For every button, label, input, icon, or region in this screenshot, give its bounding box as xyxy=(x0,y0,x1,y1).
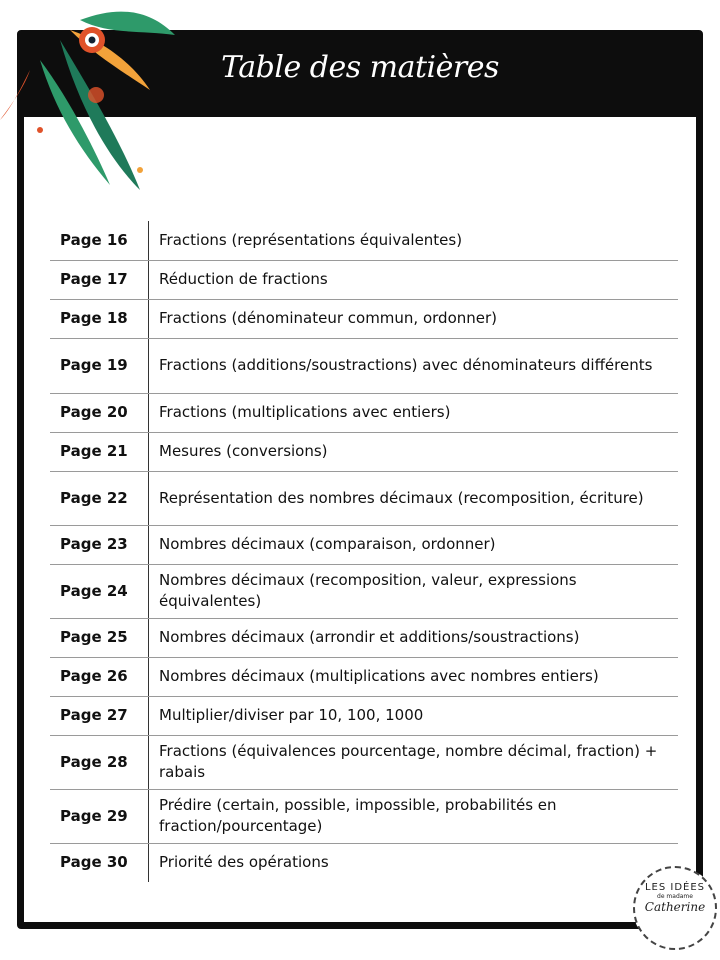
page-number: Page 27 xyxy=(50,696,149,736)
logo-line3: Catherine xyxy=(644,900,706,914)
page-number: Page 29 xyxy=(50,789,149,844)
table-row: Page 23 Nombres décimaux (comparaison, or… xyxy=(50,525,678,565)
table-row: Page 20 Fractions (multiplications avec e… xyxy=(50,393,678,433)
table-row: Page 26 Nombres décimaux (multiplications… xyxy=(50,657,678,697)
page-number: Page 21 xyxy=(50,432,149,472)
table-row: Page 25 Nombres décimaux (arrondir et add… xyxy=(50,618,678,658)
page-number: Page 17 xyxy=(50,260,149,300)
topic: Mesures (conversions) xyxy=(148,432,678,472)
logo-line2: de madame xyxy=(657,893,693,900)
table-row: Page 30 Priorité des opérations xyxy=(50,843,678,882)
page-number: Page 16 xyxy=(50,221,149,261)
topic: Fractions (additions/soustractions) avec… xyxy=(148,338,678,394)
page-number: Page 23 xyxy=(50,525,149,565)
topic: Fractions (représentations équivalentes) xyxy=(148,221,678,261)
page-number: Page 26 xyxy=(50,657,149,697)
topic: Nombres décimaux (recomposition, valeur,… xyxy=(148,564,678,619)
table-row: Page 16 Fractions (représentations équiva… xyxy=(50,221,678,261)
page-number: Page 25 xyxy=(50,618,149,658)
topic: Fractions (dénominateur commun, ordonner… xyxy=(148,299,678,339)
page-title: Table des matières xyxy=(221,50,499,85)
topic: Nombres décimaux (arrondir et additions/… xyxy=(148,618,678,658)
topic: Prédire (certain, possible, impossible, … xyxy=(148,789,678,844)
topic: Fractions (équivalences pourcentage, nom… xyxy=(148,735,678,790)
table-row: Page 22 Représentation des nombres décima… xyxy=(50,471,678,526)
topic: Représentation des nombres décimaux (rec… xyxy=(148,471,678,526)
page-frame xyxy=(17,30,703,929)
page-number: Page 18 xyxy=(50,299,149,339)
topic: Réduction de fractions xyxy=(148,260,678,300)
page-number: Page 24 xyxy=(50,564,149,619)
topic: Multiplier/diviser par 10, 100, 1000 xyxy=(148,696,678,736)
page-number: Page 19 xyxy=(50,338,149,394)
contents-table: Page 16 Fractions (représentations équiva… xyxy=(50,221,678,882)
topic: Priorité des opérations xyxy=(159,853,329,872)
topic: Nombres décimaux (comparaison, ordonner) xyxy=(148,525,678,565)
brand-logo: LES IDÉES de madame Catherine xyxy=(633,866,717,950)
table-row: Page 17 Réduction de fractions xyxy=(50,260,678,300)
table-row: Page 24 Nombres décimaux (recomposition, … xyxy=(50,564,678,619)
feather-decoration-icon xyxy=(0,11,175,190)
table-row: Page 28 Fractions (équivalences pourcenta… xyxy=(50,735,678,790)
page-number: Page 30 xyxy=(50,843,149,882)
page-number: Page 28 xyxy=(50,735,149,790)
topic: Fractions (multiplications avec entiers) xyxy=(148,393,678,433)
table-row: Page 27 Multiplier/diviser par 10, 100, 1… xyxy=(50,696,678,736)
page-number: Page 20 xyxy=(50,393,149,433)
logo-line1: LES IDÉES xyxy=(644,882,706,893)
table-row: Page 29 Prédire (certain, possible, impos… xyxy=(50,789,678,844)
table-row: Page 21 Mesures (conversions) xyxy=(50,432,678,472)
table-row: Page 18 Fractions (dénominateur commun, o… xyxy=(50,299,678,339)
topic: Nombres décimaux (multiplications avec n… xyxy=(148,657,678,697)
page-number: Page 22 xyxy=(50,471,149,526)
table-row: Page 19 Fractions (additions/soustraction… xyxy=(50,338,678,394)
